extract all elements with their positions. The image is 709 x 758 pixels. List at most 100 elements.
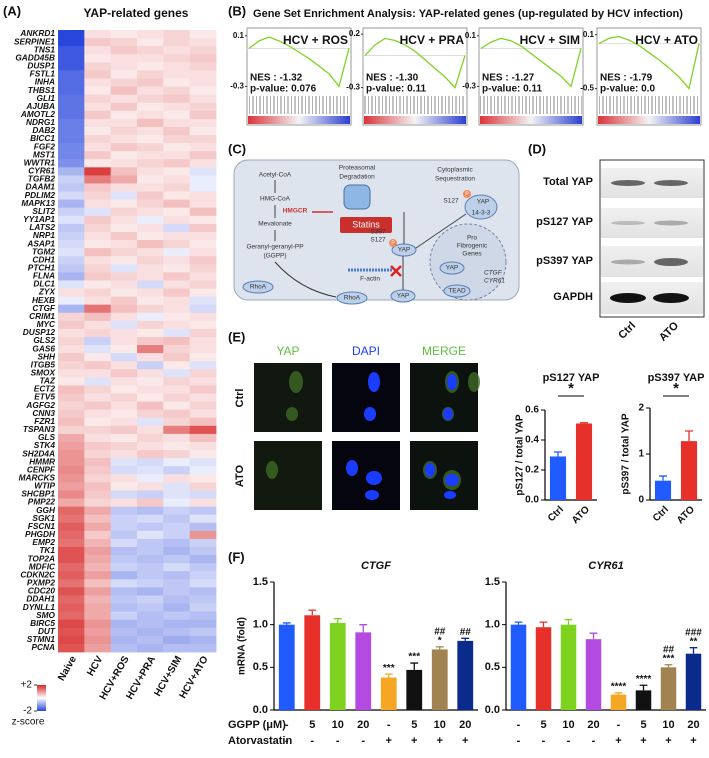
yap: [439, 261, 465, 275]
gene-label: GADD45B: [15, 52, 55, 62]
heatmap-cell: [58, 635, 85, 645]
heatmap-cell: [189, 54, 217, 63]
gene-label: PDLIM2: [25, 190, 56, 200]
heatmap-cell: [58, 643, 85, 653]
bar: [549, 456, 567, 500]
treatment-label: -: [285, 735, 289, 747]
heatmap-cell: [110, 102, 138, 112]
heatmap-cell: [189, 38, 217, 47]
heatmap-cell: [110, 393, 138, 402]
heatmap-cell: [58, 70, 85, 79]
heatmap-cell: [189, 296, 217, 306]
heatmap-cell: [189, 353, 217, 362]
gene-label: CYR61: [28, 166, 55, 176]
y-tick-label: 0.4: [525, 435, 539, 446]
heatmap-cell: [110, 118, 138, 128]
heatmap-cell: [189, 401, 217, 411]
heatmap-cell: [137, 288, 164, 297]
heatmap-cell: [189, 86, 217, 96]
node-label: TEAD: [448, 288, 466, 295]
heatmap-cell: [84, 38, 112, 47]
heatmap-cell: [163, 312, 191, 322]
gene-label: MARCKS: [19, 473, 56, 483]
significance-label: *: [438, 635, 442, 646]
heatmap-cell: [189, 555, 217, 564]
heatmap-cell: [84, 514, 112, 524]
heatmap-cell: [137, 369, 164, 378]
heatmap-cell: [58, 126, 85, 136]
heatmap-cell: [189, 288, 217, 297]
yap-complex: [464, 194, 498, 220]
heatmap-cell: [84, 183, 112, 192]
heatmap-cell: [58, 183, 85, 192]
heatmap-cell: [163, 320, 191, 330]
heatmap-cell: [163, 611, 191, 621]
heatmap-cell: [137, 54, 164, 63]
heatmap-cell: [163, 530, 191, 540]
gene-label: CDC20: [28, 586, 56, 596]
y-tick-label: 1.5: [253, 576, 268, 588]
heatmap-cell: [163, 490, 191, 499]
heatmap-cell: [163, 441, 191, 451]
gene-label: STK4: [34, 440, 56, 450]
heatmap-cell: [84, 280, 112, 289]
y-tick-label: 0.5: [253, 661, 268, 673]
gene-label: FSCN1: [28, 521, 56, 531]
heatmap-cell: [163, 482, 191, 491]
heatmap-cell: [110, 627, 138, 637]
heatmap-cell: [137, 619, 164, 629]
error-bar: [539, 621, 548, 628]
heatmap-cell: [110, 530, 138, 540]
heatmap-cell: [189, 336, 217, 346]
heatmap-cell: [84, 538, 112, 548]
heatmap-cell: [110, 555, 138, 564]
y-tick-label: 0.5: [485, 661, 500, 673]
treatment-label: +: [665, 735, 671, 747]
chart-title: pS397 YAP: [648, 372, 705, 384]
heatmap-cell: [189, 482, 217, 491]
heatmap-cell: [163, 538, 191, 548]
heatmap-cell: [84, 167, 112, 176]
heatmap-cell: [163, 506, 191, 516]
band: [654, 220, 688, 226]
gene-label: ANKRD1: [19, 28, 55, 38]
heatmap-cell: [137, 385, 164, 394]
treatment-label: 20: [459, 719, 471, 731]
heatmap-cell: [163, 86, 191, 96]
heatmap-cell: [163, 643, 191, 653]
heatmap-cell: [163, 361, 191, 370]
heatmap-cell: [58, 110, 85, 120]
x-tick-label: Ctrl: [546, 504, 566, 524]
significance-label: *: [673, 380, 679, 397]
gene-label: FLNA: [33, 271, 55, 281]
heatmap-cell: [58, 530, 85, 540]
heatmap-cell: [163, 240, 191, 249]
treatment-label: -: [617, 719, 621, 731]
heatmap-cell: [163, 450, 191, 459]
heatmap-cell: [84, 328, 112, 338]
proteasome: [343, 184, 371, 210]
colorbar-label: z-score: [12, 717, 45, 728]
heatmap-cell: [58, 595, 85, 604]
heatmap-cell: [163, 417, 191, 427]
heatmap-cell: [137, 320, 164, 330]
heatmap-cell: [110, 30, 138, 39]
x-tick-label: ATO: [675, 504, 697, 526]
heatmap-cell: [110, 563, 138, 572]
error-bar: [658, 475, 668, 481]
heatmap-cell: [137, 409, 164, 419]
y-tick-label: 0.0: [253, 704, 268, 716]
heatmap-cell: [189, 619, 217, 629]
heatmap-cell: [110, 345, 138, 354]
panel-label: (D): [528, 141, 546, 156]
heatmap-cell: [110, 441, 138, 451]
heatmap-cell: [84, 54, 112, 63]
heatmap-cell: [137, 62, 164, 71]
heatmap-cell: [163, 272, 191, 281]
heatmap-cell: [163, 70, 191, 79]
heatmap-cell: [189, 433, 217, 443]
heatmap-cell: [84, 377, 112, 386]
gene-label: MAPK13: [21, 198, 55, 208]
heatmap-cell: [189, 474, 217, 483]
heatmap-cell: [137, 522, 164, 532]
